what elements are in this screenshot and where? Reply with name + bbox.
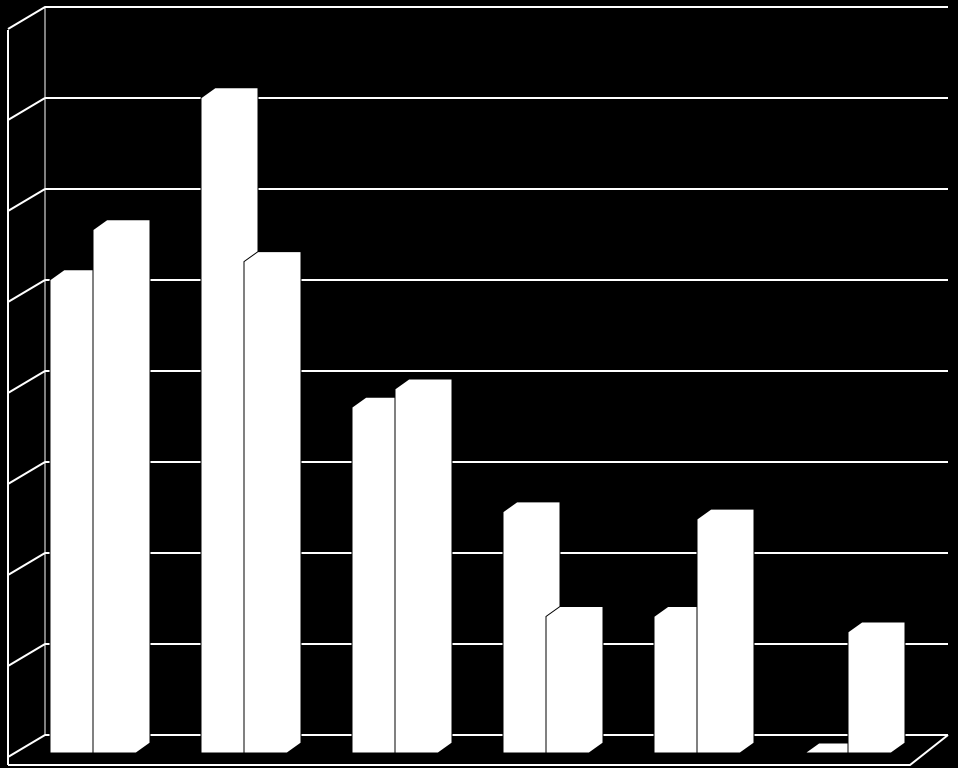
grid-line <box>7 97 948 121</box>
grid-line <box>7 552 948 576</box>
grid-line <box>7 643 948 667</box>
grid-line <box>7 461 948 485</box>
bar <box>394 378 453 754</box>
bar <box>847 621 906 754</box>
bar <box>92 219 151 754</box>
bar <box>696 508 755 754</box>
grid-line <box>7 370 948 394</box>
bar <box>545 606 604 754</box>
grid-line <box>7 734 948 758</box>
grid-line <box>7 279 948 303</box>
grid-line <box>7 188 948 212</box>
floor-edge <box>8 734 949 766</box>
bar <box>243 251 302 754</box>
grid-line <box>7 6 948 30</box>
